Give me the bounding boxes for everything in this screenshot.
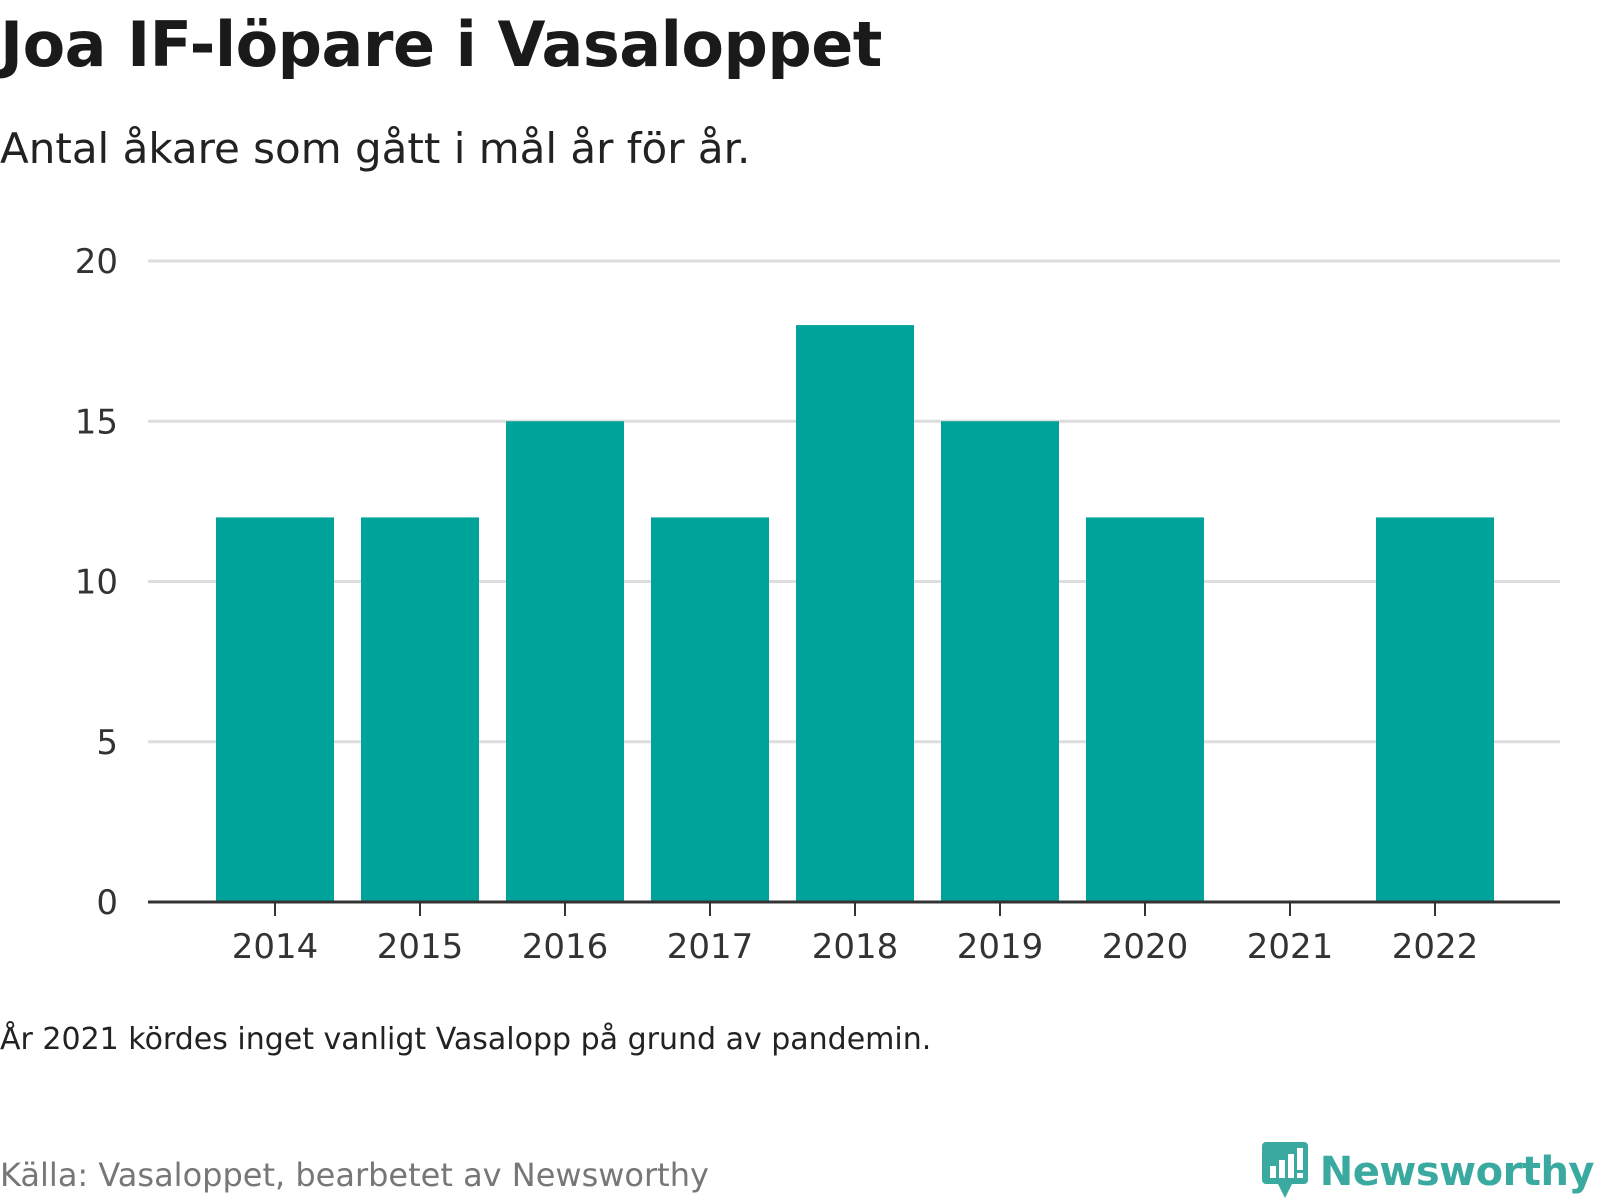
footnote: År 2021 kördes inget vanligt Vasalopp på…: [0, 1022, 932, 1057]
bars: [216, 325, 1494, 903]
newsworthy-logo-icon: [1260, 1140, 1310, 1204]
bar-2017: [651, 517, 769, 902]
y-tick-label: 0: [96, 883, 118, 923]
bar-chart: 0 5 10 15 20 2014 2015 2016 2017 2018 2019 2020 202…: [75, 242, 1560, 967]
source-text: Källa: Vasaloppet, bearbetet av Newswort…: [0, 1156, 709, 1194]
x-tick-label: 2019: [957, 927, 1044, 967]
chart-title: Joa IF-löpare i Vasaloppet: [0, 8, 882, 81]
y-tick-label: 20: [75, 242, 118, 282]
x-tick-label: 2015: [377, 927, 464, 967]
x-tick-label: 2016: [522, 927, 609, 967]
bar-2014: [216, 517, 334, 902]
bar-2020: [1086, 517, 1204, 902]
bar-2019: [941, 421, 1059, 902]
brand: Newsworthy: [1260, 1140, 1595, 1204]
bar-2016: [506, 421, 624, 902]
x-tick-label: 2021: [1247, 927, 1334, 967]
x-tick-label: 2017: [667, 927, 754, 967]
y-tick-label: 10: [75, 563, 118, 603]
x-tick-label: 2014: [232, 927, 319, 967]
bar-2022: [1376, 517, 1494, 902]
x-tick-label: 2020: [1102, 927, 1189, 967]
chart-subtitle: Antal åkare som gått i mål år för år.: [0, 124, 751, 173]
x-tick-label: 2018: [812, 927, 899, 967]
y-tick-label: 15: [75, 402, 118, 442]
bar-2018: [796, 325, 914, 903]
y-tick-label: 5: [96, 723, 118, 763]
x-axis: 2014 2015 2016 2017 2018 2019 2020 2021 2022: [148, 900, 1560, 967]
y-axis-ticks: 0 5 10 15 20: [75, 242, 118, 923]
brand-name: Newsworthy: [1319, 1149, 1595, 1195]
bar-2015: [361, 517, 479, 902]
x-tick-label: 2022: [1392, 927, 1479, 967]
